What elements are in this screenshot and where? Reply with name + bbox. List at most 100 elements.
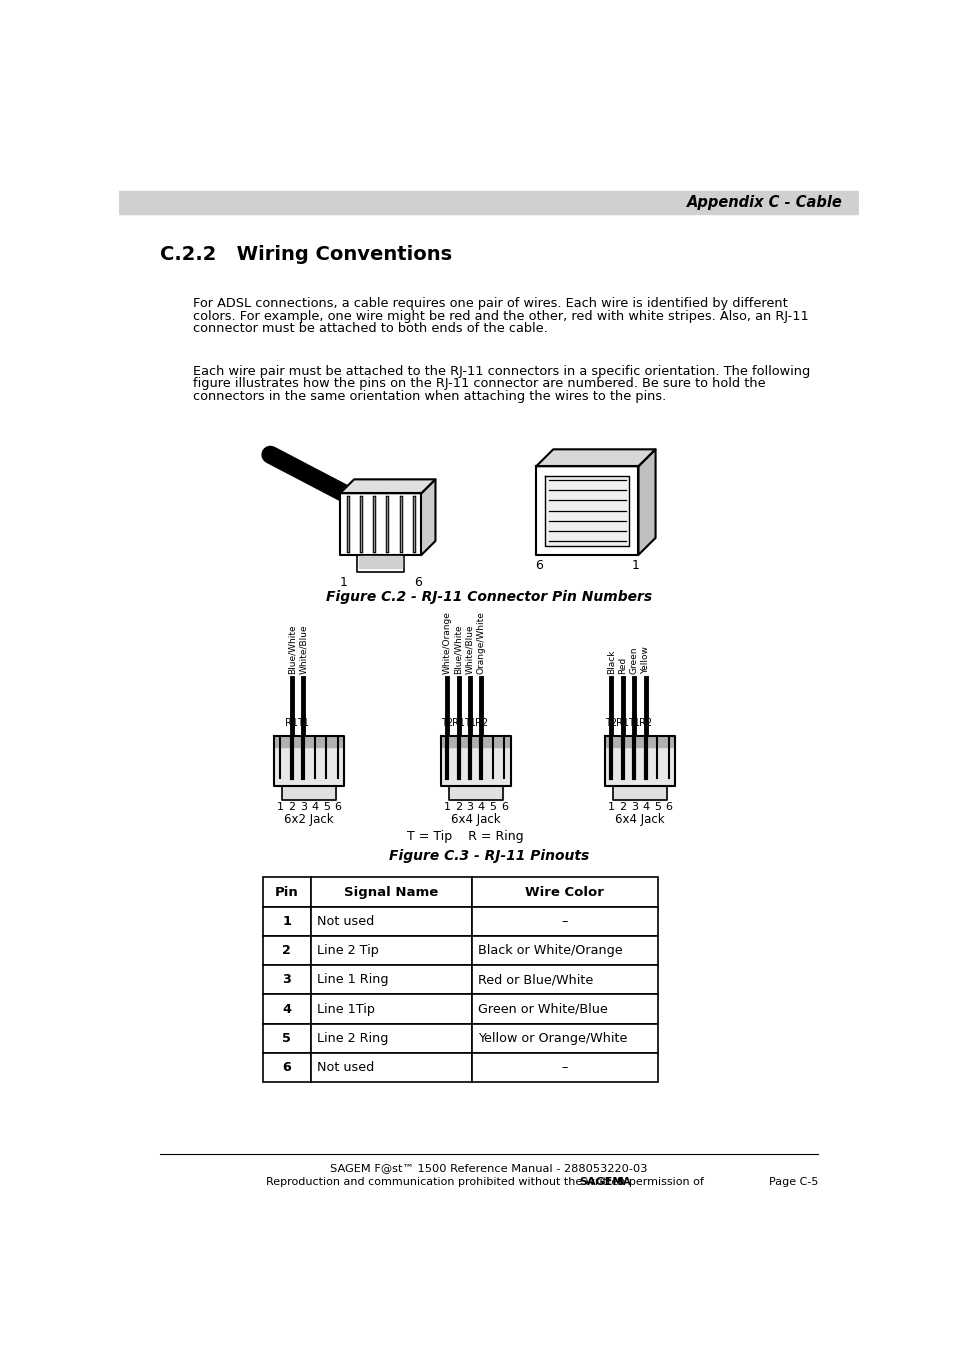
Text: 4: 4	[282, 1002, 291, 1016]
Polygon shape	[536, 450, 655, 466]
Bar	[472, 965, 658, 994]
Bar	[262, 1024, 311, 1052]
Text: Line 2 Tip: Line 2 Tip	[316, 944, 378, 957]
Bar	[311, 936, 472, 965]
Bar	[472, 936, 658, 965]
Text: T2: T2	[440, 719, 453, 728]
Text: colors. For example, one wire might be red and the other, red with white stripes: colors. For example, one wire might be r…	[193, 309, 808, 323]
Polygon shape	[421, 480, 435, 555]
Text: Not used: Not used	[316, 915, 374, 928]
Text: Line 1 Ring: Line 1 Ring	[316, 973, 388, 986]
Text: White/Blue: White/Blue	[465, 624, 474, 674]
Bar	[262, 907, 311, 936]
Bar	[262, 936, 311, 965]
Text: Figure C.3 - RJ-11 Pinouts: Figure C.3 - RJ-11 Pinouts	[389, 848, 588, 863]
Polygon shape	[340, 480, 435, 493]
Text: 6x4 Jack: 6x4 Jack	[615, 813, 664, 827]
Text: R1: R1	[616, 719, 629, 728]
Polygon shape	[605, 736, 674, 747]
Text: C.2.2   Wiring Conventions: C.2.2 Wiring Conventions	[159, 245, 451, 263]
Text: Wire Color: Wire Color	[525, 885, 603, 898]
Text: Figure C.2 - RJ-11 Connector Pin Numbers: Figure C.2 - RJ-11 Connector Pin Numbers	[326, 590, 651, 604]
Text: 2: 2	[288, 802, 295, 812]
Bar	[311, 1052, 472, 1082]
Text: T1: T1	[297, 719, 309, 728]
Text: 1: 1	[443, 802, 450, 812]
Bar	[472, 907, 658, 936]
Text: connectors in the same orientation when attaching the wires to the pins.: connectors in the same orientation when …	[193, 390, 665, 403]
Polygon shape	[448, 786, 502, 800]
Text: T1: T1	[628, 719, 639, 728]
Text: 6: 6	[535, 559, 542, 571]
Bar	[311, 1024, 472, 1052]
Text: Reproduction and communication prohibited without the written permission of: Reproduction and communication prohibite…	[266, 1177, 703, 1186]
Text: 3: 3	[282, 973, 291, 986]
Text: Orange/White: Orange/White	[476, 611, 485, 674]
Text: 3: 3	[466, 802, 473, 812]
Bar	[262, 994, 311, 1024]
Text: –: –	[561, 915, 567, 928]
Polygon shape	[282, 786, 335, 800]
Polygon shape	[545, 476, 629, 546]
Text: 1: 1	[282, 915, 291, 928]
Text: Green or White/Blue: Green or White/Blue	[477, 1002, 607, 1016]
Text: R2: R2	[475, 719, 488, 728]
Text: 1: 1	[607, 802, 615, 812]
Text: R1: R1	[285, 719, 298, 728]
Text: 3: 3	[630, 802, 638, 812]
Text: SAGEM: SAGEM	[579, 1177, 623, 1186]
Text: 1: 1	[339, 576, 347, 589]
Text: R1: R1	[452, 719, 464, 728]
Text: T1: T1	[463, 719, 476, 728]
Text: 1: 1	[631, 559, 639, 571]
Text: –: –	[561, 1061, 567, 1074]
Polygon shape	[340, 493, 421, 555]
Polygon shape	[359, 557, 402, 567]
Text: 3: 3	[299, 802, 307, 812]
Text: Page C-5: Page C-5	[769, 1177, 818, 1186]
Text: Blue/White: Blue/White	[454, 624, 462, 674]
Polygon shape	[441, 736, 509, 747]
Text: Line 2 Ring: Line 2 Ring	[316, 1032, 388, 1044]
Text: White/Blue: White/Blue	[298, 624, 308, 674]
Polygon shape	[638, 450, 655, 555]
Bar	[119, 192, 858, 215]
Text: 6: 6	[282, 1061, 291, 1074]
Polygon shape	[274, 736, 344, 786]
Text: 4: 4	[641, 802, 649, 812]
Bar	[311, 994, 472, 1024]
Text: 5: 5	[653, 802, 660, 812]
Text: Red or Blue/White: Red or Blue/White	[477, 973, 593, 986]
Text: 4: 4	[477, 802, 484, 812]
Text: Appendix C - Cable: Appendix C - Cable	[686, 196, 842, 211]
Text: 1: 1	[276, 802, 284, 812]
Text: 6: 6	[414, 576, 422, 589]
Text: 5: 5	[282, 1032, 291, 1044]
Polygon shape	[274, 736, 343, 747]
Bar	[262, 1052, 311, 1082]
Text: SA: SA	[616, 1177, 630, 1186]
Text: Line 1Tip: Line 1Tip	[316, 1002, 375, 1016]
Text: 6: 6	[334, 802, 341, 812]
Text: Not used: Not used	[316, 1061, 374, 1074]
Bar	[311, 877, 472, 907]
Text: 5: 5	[322, 802, 330, 812]
Text: Each wire pair must be attached to the RJ-11 connectors in a specific orientatio: Each wire pair must be attached to the R…	[193, 365, 809, 378]
Text: T = Tip    R = Ring: T = Tip R = Ring	[407, 830, 523, 843]
Text: R2: R2	[639, 719, 652, 728]
Text: T2: T2	[604, 719, 617, 728]
Text: SAGEM F@st™ 1500 Reference Manual - 288053220-03: SAGEM F@st™ 1500 Reference Manual - 2880…	[330, 1163, 647, 1173]
Polygon shape	[612, 786, 666, 800]
Text: Black: Black	[606, 650, 616, 674]
Text: 6x4 Jack: 6x4 Jack	[451, 813, 500, 827]
Polygon shape	[356, 555, 404, 571]
Text: 4: 4	[311, 802, 318, 812]
Text: White/Orange: White/Orange	[442, 611, 451, 674]
Text: Pin: Pin	[274, 885, 298, 898]
Text: 2: 2	[618, 802, 626, 812]
Bar	[311, 907, 472, 936]
Text: Yellow: Yellow	[640, 646, 650, 674]
Bar	[472, 994, 658, 1024]
Bar	[311, 965, 472, 994]
Bar	[262, 965, 311, 994]
